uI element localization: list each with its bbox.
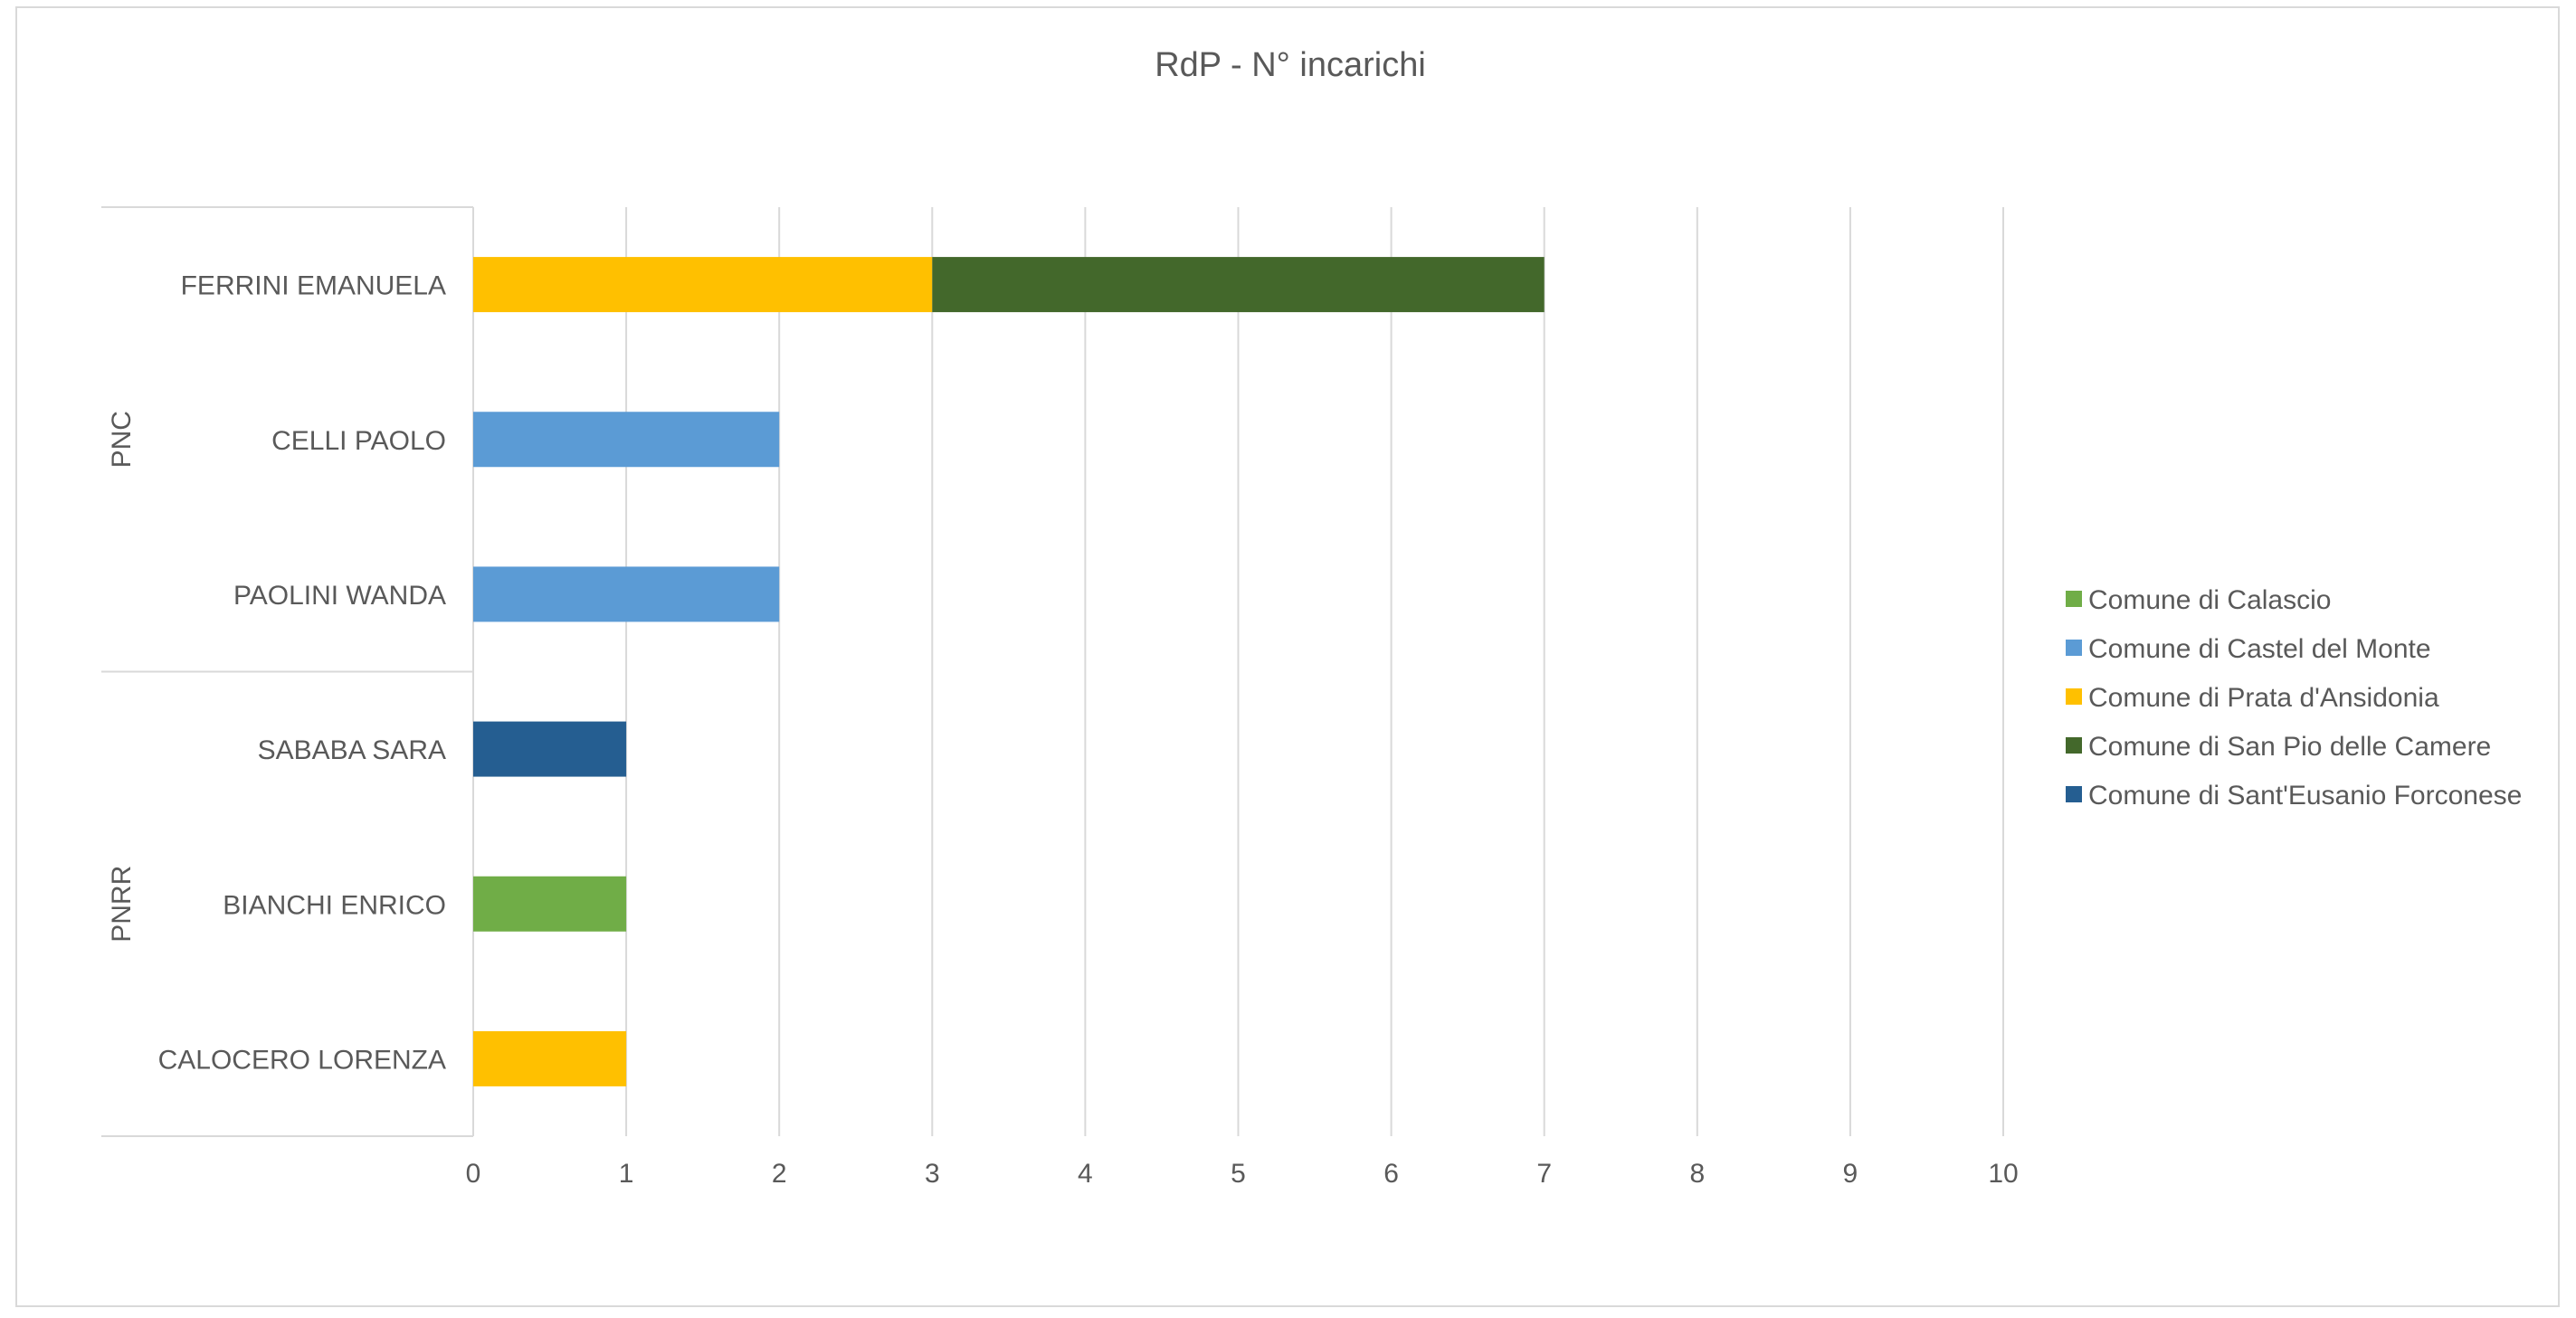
chart-frame	[15, 6, 2560, 1307]
legend-swatch	[2066, 737, 2082, 754]
x-tick-label: 10	[1988, 1159, 2018, 1189]
category-label: CELLI PAOLO	[271, 426, 446, 456]
bar-segment	[473, 566, 780, 622]
x-tick-label: 8	[1689, 1159, 1705, 1189]
x-tick-label: 4	[1078, 1159, 1093, 1189]
legend-label: Comune di Sant'Eusanio Forconese	[2088, 781, 2522, 811]
bar-segment	[932, 257, 1545, 313]
bars	[473, 257, 1545, 1086]
legend-label: Comune di Prata d'Ansidonia	[2088, 683, 2439, 713]
x-tick-label: 5	[1231, 1159, 1246, 1189]
category-label: BIANCHI ENRICO	[223, 890, 446, 920]
x-tick-label: 0	[466, 1159, 481, 1189]
category-label: FERRINI EMANUELA	[181, 271, 446, 301]
category-label: SABABA SARA	[258, 735, 446, 765]
bar-segment	[473, 876, 627, 932]
legend-swatch	[2066, 688, 2082, 705]
axes: 0 1 2 3 4 5 6 7 8 9 10	[101, 206, 2019, 1189]
legend-swatch	[2066, 786, 2082, 802]
legend-swatch	[2066, 640, 2082, 656]
x-tick-label: 9	[1843, 1159, 1858, 1189]
group-label: PNRR	[107, 866, 137, 943]
x-tick-label: 2	[772, 1159, 787, 1189]
x-tick-label: 7	[1536, 1159, 1552, 1189]
bar-segment	[473, 412, 780, 468]
x-tick-label: 1	[619, 1159, 634, 1189]
bar-segment	[473, 257, 933, 313]
bar-segment	[473, 1030, 627, 1086]
category-label: CALOCERO LORENZA	[158, 1045, 446, 1075]
x-tick-label: 6	[1383, 1159, 1399, 1189]
legend-label: Comune di Calascio	[2088, 585, 2331, 615]
group-label: PNC	[107, 411, 137, 468]
legend-label: Comune di San Pio delle Camere	[2088, 732, 2491, 762]
legend-swatch	[2066, 591, 2082, 607]
x-tick-label: 3	[925, 1159, 940, 1189]
legend-label: Comune di Castel del Monte	[2088, 634, 2431, 664]
legend[interactable]: Comune di Calascio Comune di Castel del M…	[2066, 585, 2522, 811]
bar-segment	[473, 721, 627, 777]
chart-title: RdP - N° incarichi	[1155, 46, 1426, 84]
category-labels: PNC PNRR FERRINI EMANUELA CELLI PAOLO PAOLIN…	[107, 271, 446, 1076]
category-label: PAOLINI WANDA	[233, 581, 446, 611]
